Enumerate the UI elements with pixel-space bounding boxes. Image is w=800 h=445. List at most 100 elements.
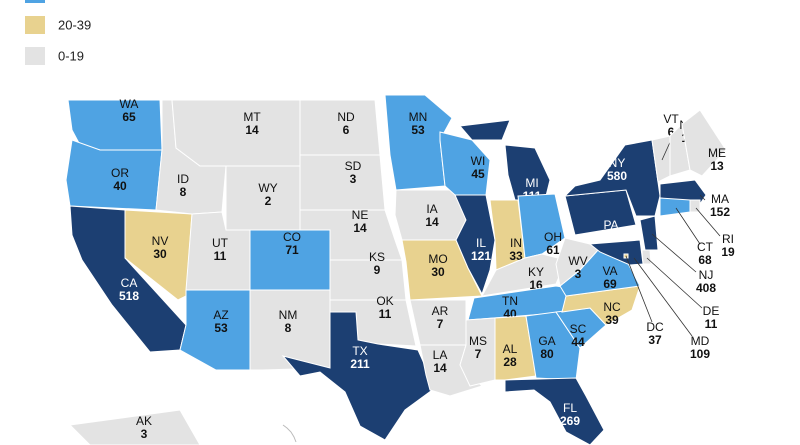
state-code: MT — [243, 110, 261, 124]
state-code: TX — [352, 344, 367, 358]
state-value: 7 — [475, 347, 482, 361]
state-value: 8 — [285, 321, 292, 335]
hawaii-outline — [282, 424, 297, 443]
state-code: ME — [708, 146, 726, 160]
state — [454, 194, 496, 296]
state-value: 11 — [214, 249, 227, 263]
state-value: 3 — [141, 427, 148, 441]
state-code: KY — [528, 265, 544, 279]
state-value: 44 — [571, 335, 585, 349]
state-value: 7 — [437, 317, 444, 331]
leader-line — [699, 194, 706, 201]
state-value: 6 — [668, 125, 675, 139]
state — [659, 197, 691, 217]
state — [563, 139, 661, 217]
state-value: 2 — [265, 194, 272, 208]
state-code: MN — [409, 110, 428, 124]
state-value: 121 — [471, 249, 491, 263]
state-value: 69 — [603, 277, 617, 291]
state-code: SD — [345, 159, 362, 173]
state-code: KS — [369, 250, 385, 264]
state-code: RI — [722, 232, 734, 246]
state — [517, 193, 566, 259]
state — [659, 179, 707, 205]
state-code: UT — [212, 236, 229, 250]
state-value: 109 — [690, 347, 710, 361]
state-value: 408 — [696, 281, 716, 295]
state — [67, 99, 163, 151]
state-value: 37 — [648, 333, 662, 347]
state — [639, 215, 659, 251]
state-code: AL — [503, 342, 518, 356]
state-value: 518 — [119, 289, 139, 303]
state-value: 580 — [607, 169, 627, 183]
state-value: 28 — [503, 355, 517, 369]
legend-swatch — [25, 0, 45, 3]
state-code: AR — [432, 304, 449, 318]
leader-line — [646, 257, 703, 309]
state-value: 30 — [153, 247, 167, 261]
state — [299, 99, 381, 156]
state — [525, 311, 581, 381]
state-value: 11 — [705, 317, 718, 331]
state — [681, 109, 727, 177]
leader-line — [675, 207, 701, 245]
state-code: CA — [121, 276, 138, 290]
state — [588, 239, 644, 266]
state-code: FL — [563, 401, 577, 415]
state-value: 11 — [379, 307, 392, 321]
state-value: 71 — [285, 243, 299, 257]
state-value: 19 — [721, 245, 735, 259]
state-code: IL — [476, 236, 486, 250]
state-value: 61 — [546, 243, 560, 257]
state-value: 8 — [180, 185, 187, 199]
state-code: NM — [279, 308, 298, 322]
state-code: NY — [609, 156, 626, 170]
state-value: 9 — [374, 263, 381, 277]
state — [459, 119, 511, 141]
state — [329, 259, 407, 301]
state — [225, 165, 301, 231]
state-code: WI — [471, 154, 486, 168]
state-code: MD — [691, 334, 710, 348]
state-value: 53 — [214, 321, 228, 335]
state-value: 45 — [471, 167, 485, 181]
state-value: 3 — [350, 172, 357, 186]
legend-swatch — [25, 16, 45, 34]
state-value: 14 — [353, 221, 367, 235]
state-value: 3 — [575, 267, 582, 281]
state-value: 6 — [343, 123, 350, 137]
state-code: WV — [568, 254, 587, 268]
state-value: 39 — [605, 313, 619, 327]
state-code: LA — [433, 348, 448, 362]
state — [68, 409, 201, 445]
state-value: 40 — [113, 179, 127, 193]
state-code: AZ — [213, 308, 228, 322]
state-code: ID — [177, 172, 189, 186]
state — [481, 253, 567, 297]
state-code: ND — [337, 110, 355, 124]
state-value: 68 — [698, 253, 712, 267]
leader-line — [651, 233, 697, 273]
state-code: NC — [603, 300, 621, 314]
state-code: IA — [426, 202, 437, 216]
state-code: MA — [711, 192, 729, 206]
legend-swatch — [25, 47, 45, 65]
state-value: 211 — [350, 357, 370, 371]
state-code: DE — [703, 304, 720, 318]
state-code: NV — [152, 234, 169, 248]
state-code: AK — [136, 414, 152, 428]
state-value: 152 — [710, 205, 730, 219]
state-code: OR — [111, 166, 129, 180]
state — [124, 209, 193, 301]
state-value: 14 — [425, 215, 439, 229]
state-code: DC — [646, 320, 664, 334]
state — [494, 315, 537, 381]
state — [171, 99, 301, 167]
state-value: 65 — [122, 110, 136, 124]
leader-line — [625, 255, 653, 323]
state — [299, 154, 386, 211]
state-value: 14 — [433, 361, 447, 375]
state-code: CO — [283, 230, 301, 244]
state-value: 13 — [710, 159, 724, 173]
